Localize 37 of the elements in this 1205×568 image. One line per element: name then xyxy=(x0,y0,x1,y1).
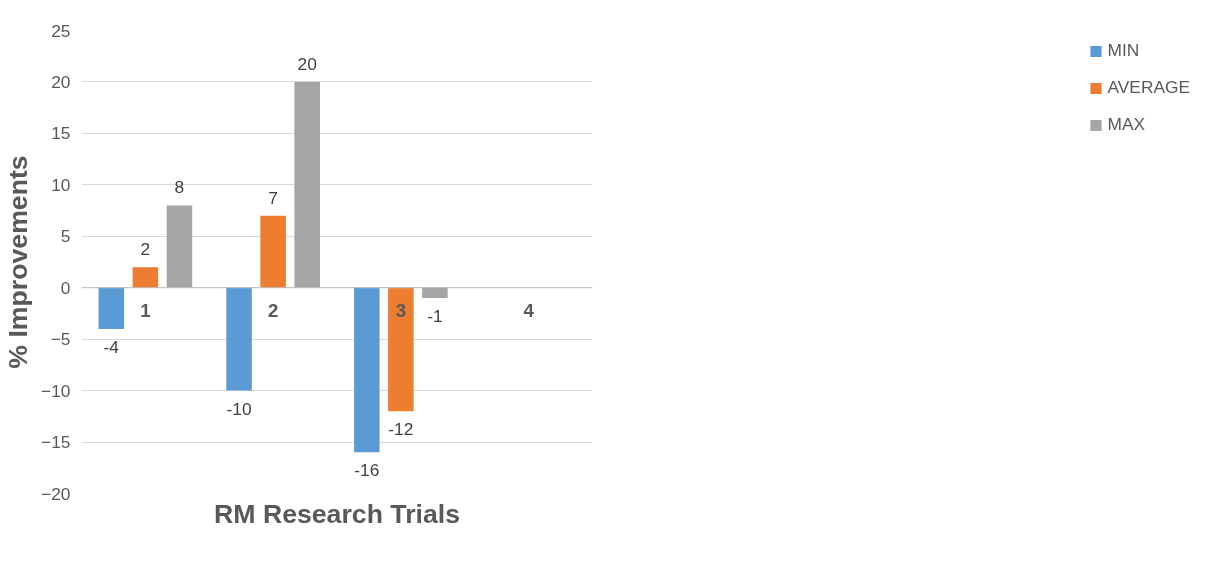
y-tick-label: −15 xyxy=(41,432,71,453)
y-axis-title: % Improvements xyxy=(3,155,34,369)
y-tick-label: 0 xyxy=(60,277,71,298)
legend-label: AVERAGE xyxy=(1107,77,1190,98)
legend-label: MAX xyxy=(1107,114,1146,135)
legend-label: MIN xyxy=(1107,40,1140,61)
data-label: -16 xyxy=(354,460,380,481)
data-label: -4 xyxy=(103,336,120,357)
x-axis-title: RM Research Trials xyxy=(214,498,460,529)
bar xyxy=(260,215,286,288)
x-tick-label: 4 xyxy=(523,299,535,321)
y-tick-label: −10 xyxy=(41,380,71,401)
data-label: -1 xyxy=(427,306,443,327)
bar xyxy=(388,287,414,412)
y-tick-label: 25 xyxy=(51,20,71,41)
data-label: -10 xyxy=(226,398,252,419)
bar xyxy=(294,81,320,288)
data-label: 7 xyxy=(268,187,278,208)
bar xyxy=(354,287,380,453)
x-tick-label: 2 xyxy=(267,299,279,321)
bar xyxy=(422,287,448,299)
y-tick-label: 5 xyxy=(60,226,71,247)
y-tick-label: −20 xyxy=(41,483,71,504)
y-tick-label: 20 xyxy=(51,71,71,92)
data-label: 2 xyxy=(140,239,151,260)
y-tick-label: 15 xyxy=(51,123,71,144)
bar xyxy=(98,287,125,329)
bar xyxy=(226,287,252,391)
data-label: 8 xyxy=(174,177,185,198)
y-tick-label: −5 xyxy=(50,329,71,350)
data-label: 20 xyxy=(297,53,317,74)
bar xyxy=(132,267,159,288)
data-label: -12 xyxy=(388,419,414,440)
x-tick-label: 3 xyxy=(395,299,407,321)
y-tick-label: 10 xyxy=(51,174,71,195)
x-tick-label: 1 xyxy=(140,299,151,321)
bar xyxy=(166,205,193,288)
